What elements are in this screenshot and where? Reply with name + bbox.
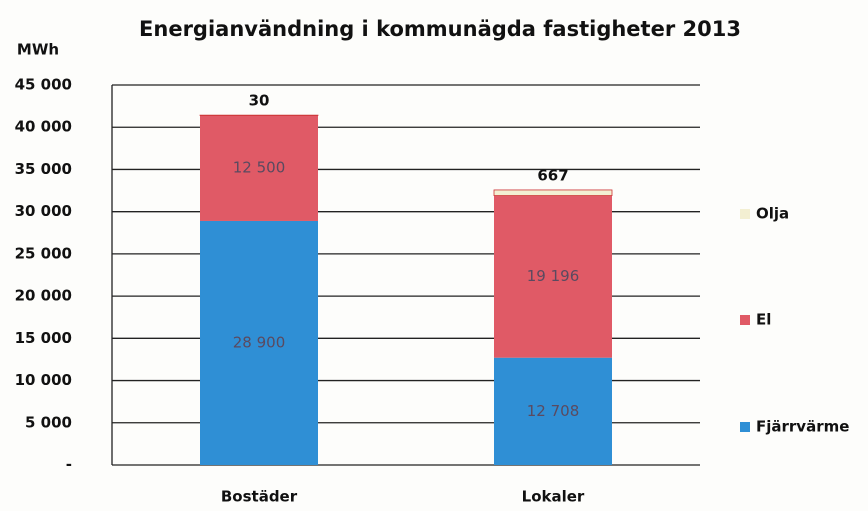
data-label: 667 bbox=[537, 166, 568, 184]
data-label: 30 bbox=[249, 92, 270, 110]
legend-label: Fjärrvärme bbox=[756, 418, 849, 436]
legend-label: Olja bbox=[756, 205, 789, 223]
legend-label: El bbox=[756, 311, 771, 329]
bar-segment bbox=[200, 115, 318, 221]
chart-title: Energianvändning i kommunägda fastighete… bbox=[139, 17, 741, 41]
y-tick-label: 45 000 bbox=[15, 76, 72, 94]
y-tick-label: 10 000 bbox=[15, 371, 72, 389]
y-tick-label: 35 000 bbox=[15, 160, 72, 178]
legend-swatch bbox=[740, 315, 750, 325]
x-tick-label: Lokaler bbox=[522, 488, 585, 506]
legend-swatch bbox=[740, 422, 750, 432]
y-tick-label: 40 000 bbox=[15, 118, 72, 136]
y-tick-label: - bbox=[66, 456, 72, 474]
y-axis-label: MWh bbox=[17, 41, 59, 59]
data-label: 19 196 bbox=[527, 267, 580, 285]
y-tick-label: 20 000 bbox=[15, 287, 72, 305]
bar-segment bbox=[200, 220, 318, 465]
y-tick-label: 30 000 bbox=[15, 202, 72, 220]
data-label: 28 900 bbox=[233, 333, 286, 351]
data-label: 12 500 bbox=[233, 159, 286, 177]
data-label: 12 708 bbox=[527, 402, 580, 420]
bar-segment bbox=[494, 195, 612, 358]
x-tick-label: Bostäder bbox=[221, 488, 298, 506]
y-tick-label: 5 000 bbox=[25, 413, 72, 431]
y-tick-label: 25 000 bbox=[15, 244, 72, 262]
bar-segment bbox=[494, 357, 612, 465]
y-tick-label: 15 000 bbox=[15, 329, 72, 347]
bar-segment bbox=[493, 189, 613, 196]
legend-swatch bbox=[740, 209, 750, 219]
